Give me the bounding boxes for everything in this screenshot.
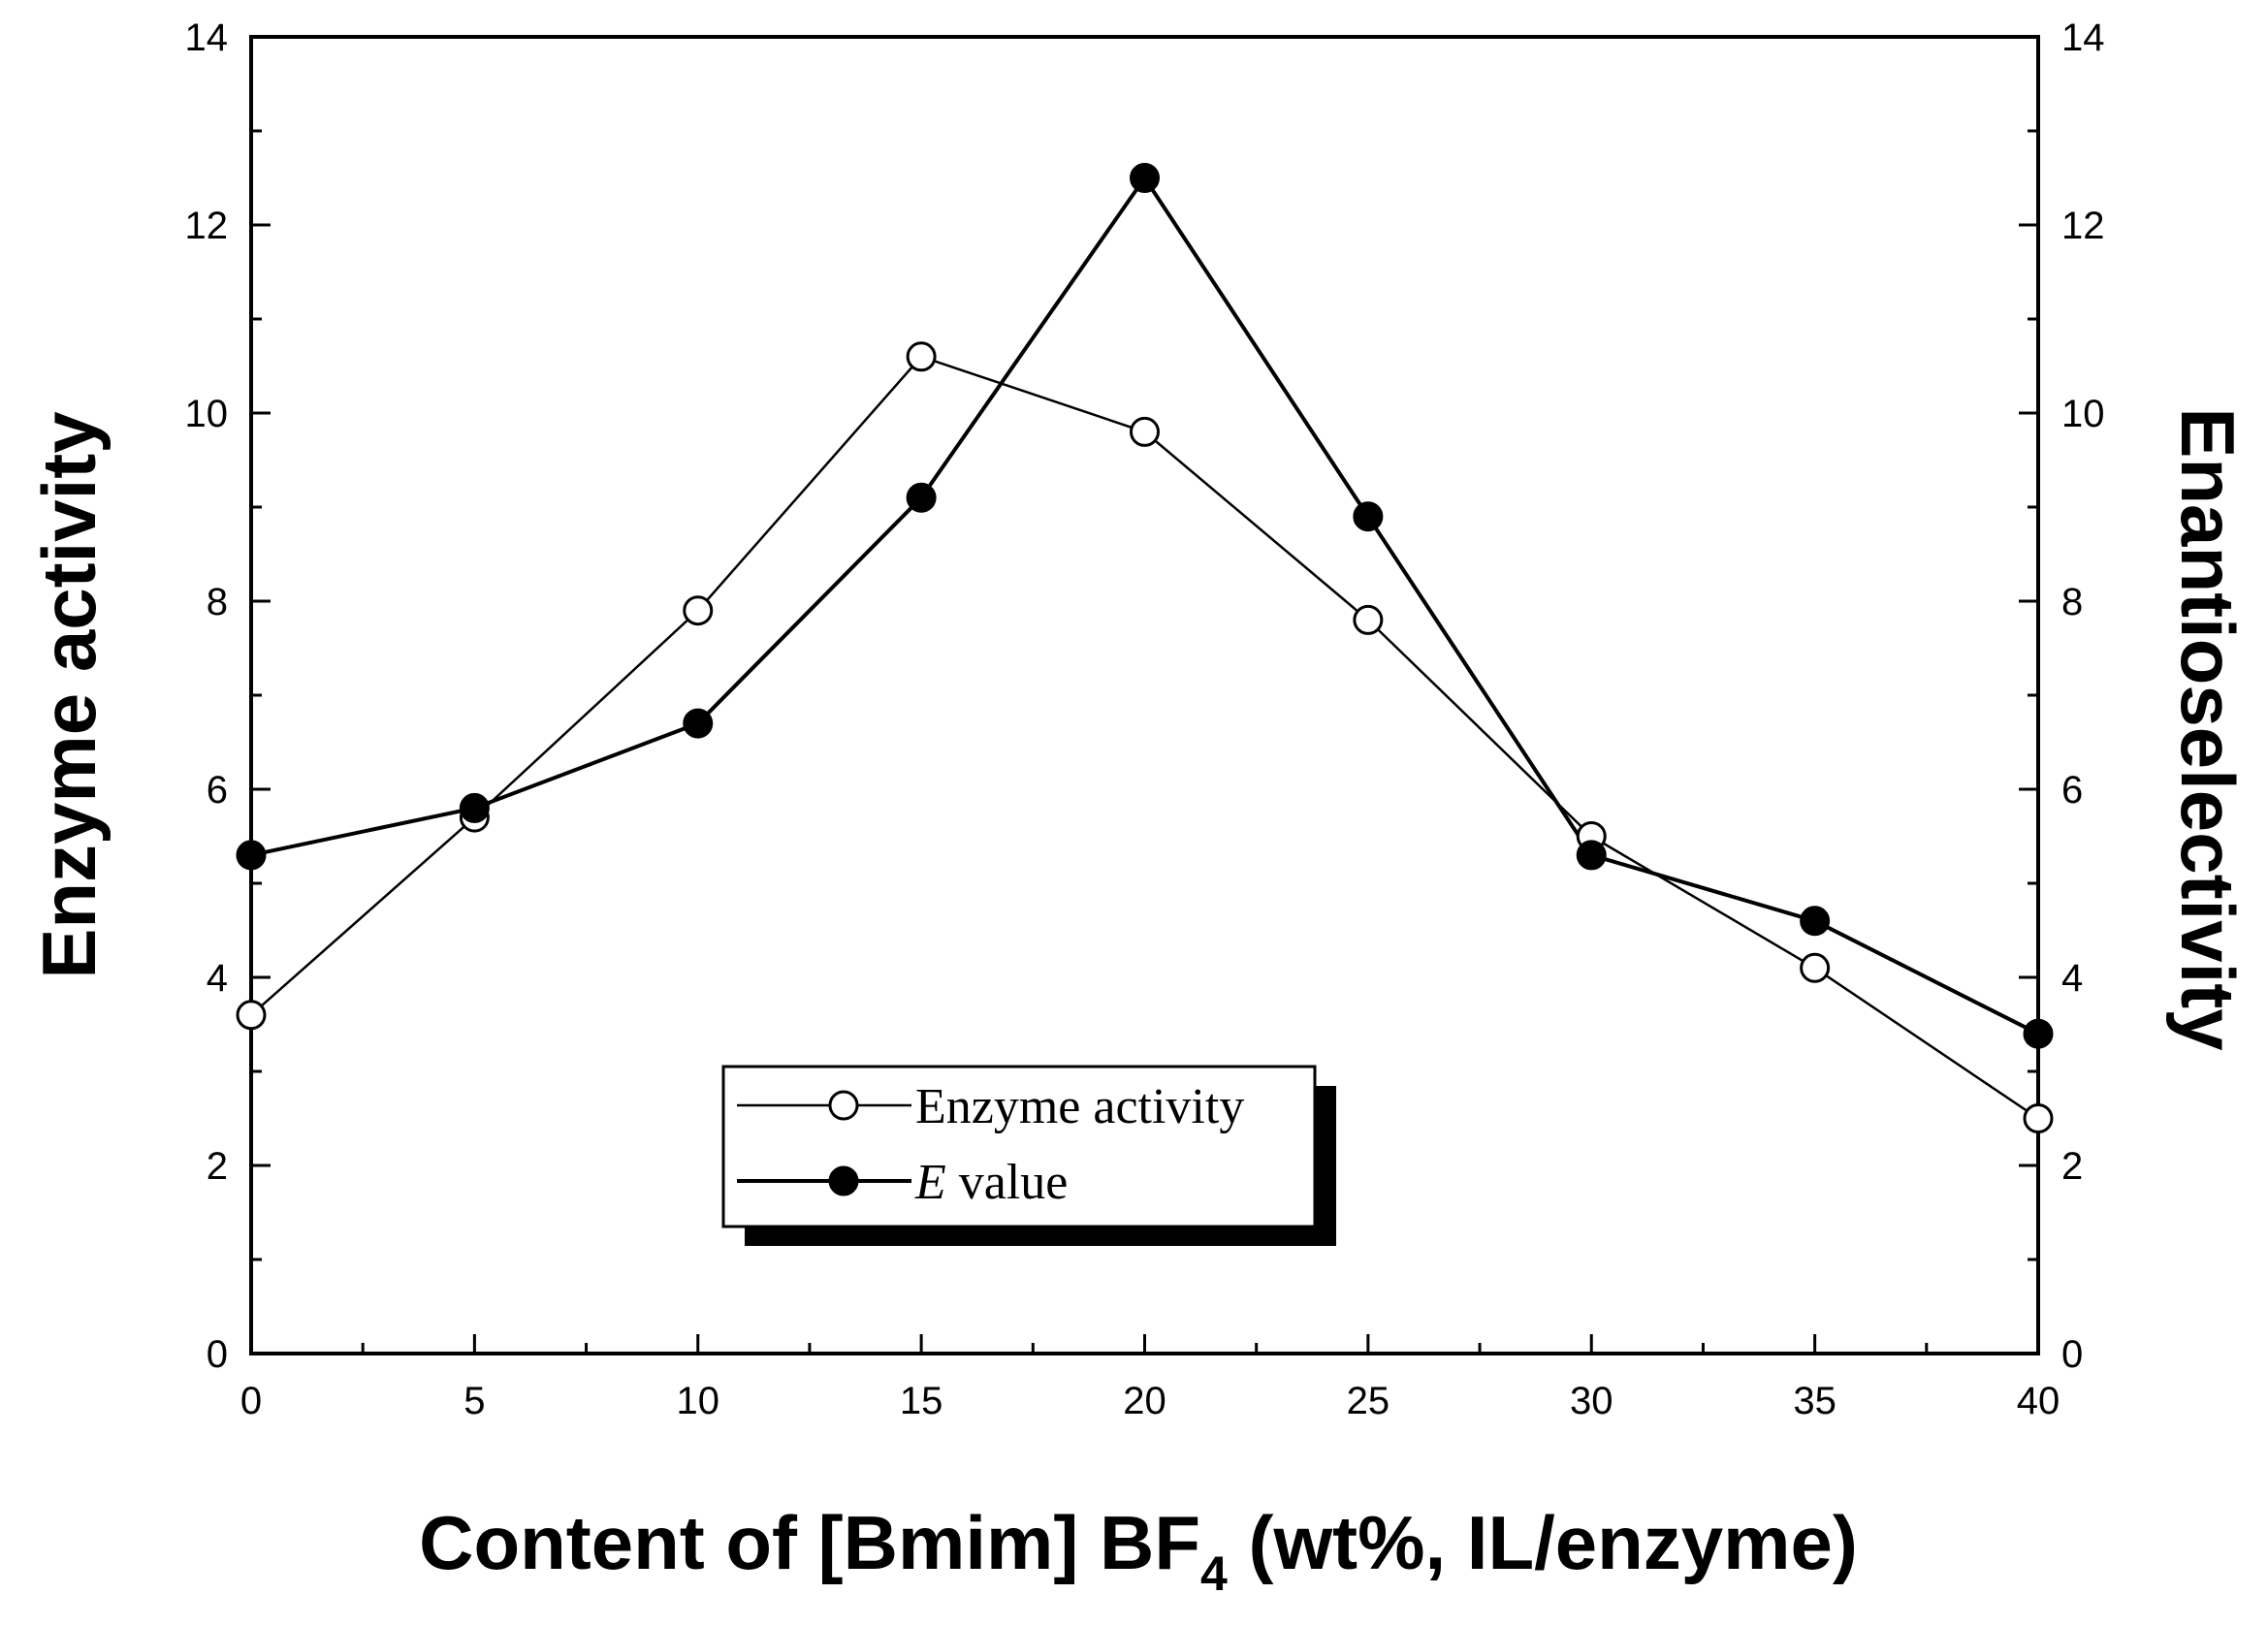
- point-e-value: [906, 482, 937, 513]
- point-e-value: [236, 840, 267, 871]
- right-y-tick-label: 0: [2061, 1333, 2083, 1376]
- x-axis-title: Content of [Bmim] BF4 (wt%, IL/enzyme): [419, 1500, 1858, 1601]
- point-e-value: [1800, 906, 1831, 937]
- x-tick-label: 20: [1123, 1380, 1166, 1422]
- legend-label-e-italic: E: [914, 1155, 946, 1210]
- x-axis-title-main: Content of [Bmim] BF: [419, 1500, 1200, 1585]
- left-y-axis-title: Enzyme activity: [26, 411, 112, 978]
- series-points: [236, 163, 2054, 1133]
- right-y-tick-label: 10: [2061, 393, 2105, 435]
- point-enzyme-activity: [2023, 1103, 2054, 1133]
- right-y-tick-label: 4: [2061, 957, 2083, 1000]
- x-tick-label: 0: [240, 1380, 262, 1422]
- point-enzyme-activity: [1130, 416, 1160, 447]
- x-tick-label: 40: [2017, 1380, 2060, 1422]
- point-e-value: [683, 708, 714, 739]
- point-e-value: [1130, 163, 1160, 193]
- point-enzyme-activity: [683, 595, 714, 626]
- legend-box: [721, 1065, 1317, 1228]
- point-enzyme-activity: [1353, 604, 1384, 635]
- point-enzyme-activity: [236, 1000, 267, 1031]
- x-tick-label: 25: [1347, 1380, 1390, 1422]
- point-e-value: [1576, 840, 1607, 871]
- legend-marker-enzyme-activity: [828, 1090, 859, 1121]
- right-y-tick-label: 2: [2061, 1145, 2083, 1188]
- point-enzyme-activity: [906, 341, 937, 372]
- right-y-tick-label: 6: [2061, 769, 2083, 812]
- x-tick-label: 35: [1793, 1380, 1837, 1422]
- point-enzyme-activity: [1800, 952, 1831, 983]
- left-y-tick-label: 10: [185, 393, 229, 435]
- left-y-tick-label: 8: [207, 581, 228, 623]
- left-y-tick-label: 4: [207, 957, 228, 1000]
- right-y-tick-label: 12: [2061, 205, 2105, 247]
- right-y-tick-label: 8: [2061, 581, 2083, 623]
- x-tick-label: 15: [900, 1380, 943, 1422]
- x-axis-title-subscript: 4: [1200, 1546, 1228, 1601]
- left-y-tick-label: 6: [207, 769, 228, 812]
- right-y-axis-title: Enantioselectivity: [2165, 407, 2251, 1050]
- left-y-tick-label: 2: [207, 1145, 228, 1188]
- x-tick-label: 30: [1570, 1380, 1613, 1422]
- legend-label-enzyme-activity: Enzyme activity: [915, 1079, 1244, 1134]
- axis-ticks: [249, 35, 2040, 1355]
- x-axis-title-tail: (wt%, IL/enzyme): [1228, 1500, 1858, 1585]
- x-tick-label: 10: [677, 1380, 720, 1422]
- legend-marker-e-value: [828, 1165, 859, 1196]
- legend-label-e-value: E value: [914, 1155, 1068, 1210]
- point-e-value: [1353, 501, 1384, 532]
- left-y-tick-label: 12: [185, 205, 229, 247]
- legend-label-e-rest: value: [946, 1155, 1069, 1210]
- left-y-tick-label: 0: [207, 1333, 228, 1376]
- left-y-tick-label: 14: [185, 16, 229, 59]
- x-tick-label: 5: [463, 1380, 485, 1422]
- point-e-value: [459, 792, 490, 823]
- point-e-value: [2023, 1018, 2054, 1049]
- legend: Enzyme activity E value: [721, 1065, 1336, 1246]
- right-y-tick-label: 14: [2061, 16, 2105, 59]
